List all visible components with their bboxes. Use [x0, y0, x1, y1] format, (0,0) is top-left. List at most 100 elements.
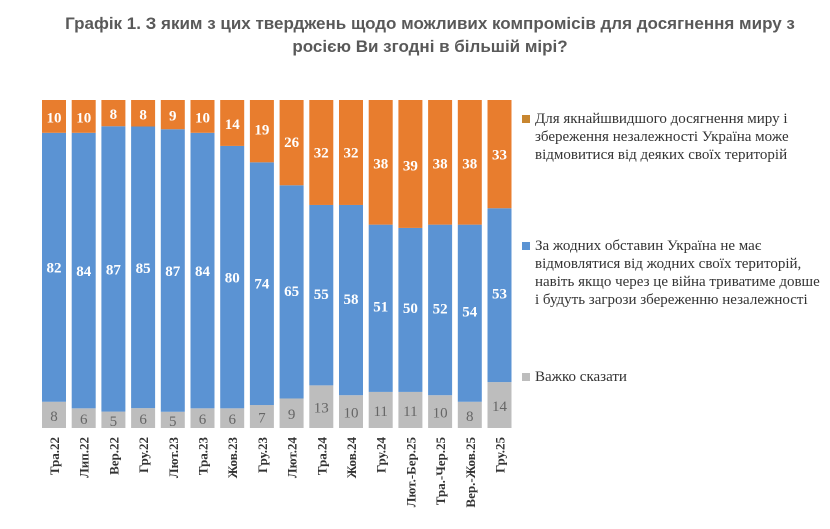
data-label: 82 [47, 261, 62, 277]
x-tick-label: Гру.25 [493, 437, 508, 473]
data-label: 87 [106, 263, 122, 279]
x-tick-label: Лют.24 [285, 437, 300, 479]
data-label: 10 [47, 110, 62, 126]
legend-item-orange: Для якнайшвидшого досягнення миру і збер… [522, 110, 822, 164]
data-label: 65 [284, 284, 299, 300]
x-tick-label: Тра.22 [47, 437, 62, 475]
x-tick-label: Гру.22 [136, 437, 151, 473]
legend-label: Важко сказати [535, 369, 627, 385]
bar-segment [42, 401, 66, 428]
x-tick-label: Жов.23 [225, 437, 240, 479]
bar-segment [190, 408, 215, 428]
data-label: 8 [466, 409, 474, 425]
data-label: 6 [139, 412, 147, 428]
bar-segment [220, 100, 245, 146]
bar-segment [487, 100, 512, 209]
data-label: 38 [373, 157, 388, 173]
data-label: 10 [433, 406, 448, 422]
data-label: 54 [462, 305, 478, 321]
data-label: 87 [165, 264, 181, 280]
bar-segment [71, 408, 96, 428]
data-label: 38 [433, 157, 448, 173]
bar-segment [220, 408, 245, 428]
bar-segment [398, 391, 423, 428]
data-label: 6 [80, 412, 88, 428]
legend-item-blue: За жодних обставин Україна не має відмов… [522, 237, 822, 309]
bar-segment [249, 162, 274, 406]
data-label: 26 [284, 135, 300, 151]
bar-segment [190, 100, 215, 133]
data-label: 33 [492, 148, 507, 164]
bar-segment [71, 100, 96, 133]
data-label: 80 [225, 270, 240, 286]
bar-segment [487, 208, 512, 383]
bar-segment [339, 395, 363, 428]
bar-segment [279, 398, 304, 428]
data-label: 5 [110, 414, 118, 430]
data-label: 10 [344, 406, 359, 422]
data-label: 5 [169, 414, 177, 430]
bar-segment [279, 185, 304, 399]
x-tick-label: Тра.-Чер.25 [433, 437, 448, 506]
bar-segment [160, 129, 185, 412]
x-tick-label: Вер.-Жов.25 [463, 437, 478, 508]
bar-segment [220, 145, 245, 409]
bar-segment [101, 100, 126, 127]
data-label: 9 [288, 407, 296, 423]
x-tick-label: Вер.22 [106, 437, 121, 475]
x-tick-label: Жов.24 [344, 437, 359, 479]
x-tick-label: Лют.23 [166, 437, 181, 479]
data-label: 32 [344, 146, 359, 162]
bar-segment [309, 204, 334, 386]
bar-segment [339, 204, 363, 396]
data-label: 50 [403, 301, 418, 317]
data-label: 55 [314, 287, 329, 303]
bar-segment [249, 405, 274, 428]
bar-segment [101, 411, 126, 428]
bar-segment [368, 224, 393, 392]
data-label: 51 [373, 300, 388, 316]
x-tick-label: Тра.23 [196, 437, 211, 476]
bar-segment [457, 401, 482, 428]
data-label: 19 [254, 122, 269, 138]
data-label: 6 [228, 412, 236, 428]
bar-segment [190, 132, 215, 409]
bar-segment [309, 385, 334, 428]
legend-swatch [522, 115, 530, 123]
bar-segment [249, 100, 274, 163]
data-label: 84 [76, 264, 92, 280]
data-label: 8 [110, 107, 118, 123]
data-label: 6 [199, 412, 207, 428]
data-label: 74 [254, 277, 270, 293]
data-label: 10 [195, 110, 210, 126]
bar-segment [160, 411, 185, 428]
bar-segment [398, 100, 423, 228]
bar-segment [398, 227, 423, 392]
bar-segment [71, 132, 96, 409]
data-label: 32 [314, 146, 329, 162]
data-label: 10 [76, 110, 91, 126]
bar-segment [160, 100, 185, 130]
bar-segment [279, 100, 304, 186]
data-label: 9 [169, 109, 177, 125]
bar-segment [131, 408, 156, 428]
legend-label: За жодних обставин Україна не має відмов… [535, 238, 820, 308]
bar-segment [428, 224, 453, 396]
data-label: 52 [433, 301, 448, 317]
data-label: 8 [50, 409, 58, 425]
bar-segment [457, 224, 482, 402]
legend-item-grey: Важко сказати [522, 368, 822, 386]
x-tick-label: Тра.24 [314, 437, 329, 476]
data-label: 7 [258, 411, 266, 427]
x-tick-label: Гру.24 [374, 437, 389, 473]
data-label: 14 [492, 399, 508, 415]
data-label: 58 [344, 292, 359, 308]
bar-segment [428, 100, 453, 225]
legend-label: Для якнайшвидшого досягнення миру і збер… [535, 111, 789, 163]
bar-segment [42, 132, 66, 402]
bar-segment [101, 126, 126, 412]
data-label: 14 [225, 117, 241, 133]
legend-swatch [522, 373, 530, 381]
bar-segment [131, 100, 156, 127]
